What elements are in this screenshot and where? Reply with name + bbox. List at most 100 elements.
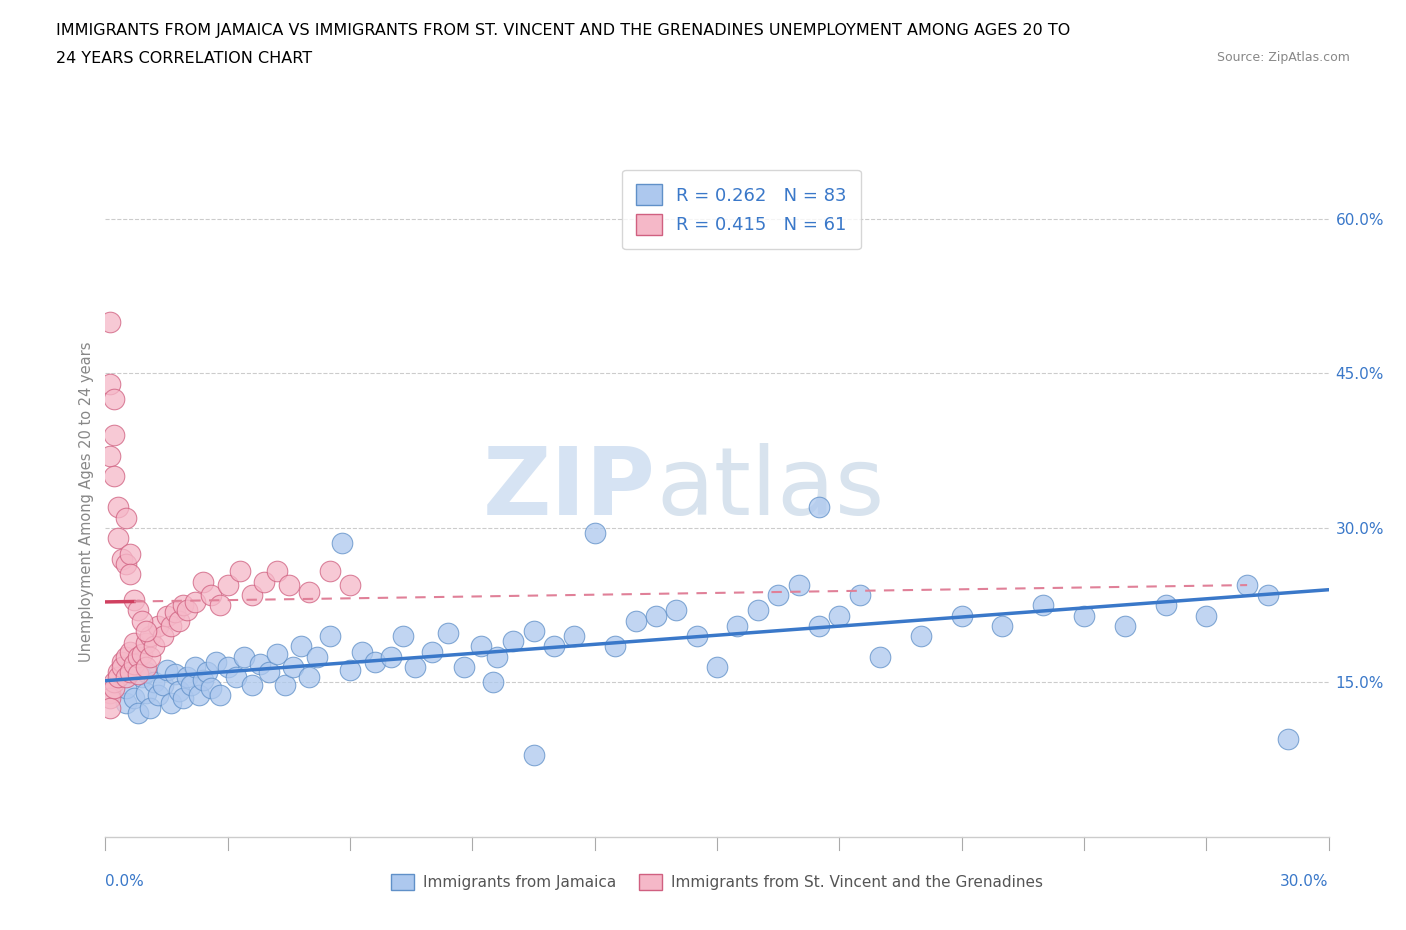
Point [111,551,134,566]
Point [122,592,145,607]
Point [1256,588,1278,603]
Point [204,655,226,670]
Point [159,618,181,633]
Point [330,536,353,551]
Point [1277,732,1299,747]
Text: IMMIGRANTS FROM JAMAICA VS IMMIGRANTS FROM ST. VINCENT AND THE GRENADINES UNEMPL: IMMIGRANTS FROM JAMAICA VS IMMIGRANTS FR… [56,23,1070,38]
Point [111,655,134,670]
Point [156,663,179,678]
Point [747,603,769,618]
Point [249,657,271,671]
Point [98,314,121,329]
Point [217,578,239,592]
Point [807,618,830,633]
Point [257,665,280,680]
Point [180,677,202,692]
Point [240,588,263,603]
Text: 0.0%: 0.0% [105,874,145,889]
Point [163,667,186,682]
Text: 30.0%: 30.0% [1281,874,1329,889]
Text: Source: ZipAtlas.com: Source: ZipAtlas.com [1216,51,1350,64]
Point [352,644,374,659]
Point [339,663,361,678]
Point [453,659,475,674]
Point [193,673,215,688]
Point [103,428,125,443]
Point [1073,608,1095,623]
Point [159,696,181,711]
Point [686,629,709,644]
Point [197,665,219,680]
Point [768,588,790,603]
Point [828,608,851,623]
Point [131,613,153,628]
Point [787,578,810,592]
Point [115,511,138,525]
Point [1114,618,1136,633]
Point [665,603,688,618]
Point [107,665,129,680]
Point [167,684,190,698]
Point [184,659,207,674]
Point [950,608,973,623]
Text: atlas: atlas [655,443,884,535]
Point [98,701,121,716]
Point [176,603,198,618]
Point [991,618,1014,633]
Point [470,639,492,654]
Point [404,659,426,674]
Point [176,670,198,684]
Point [143,639,166,654]
Text: 24 YEARS CORRELATION CHART: 24 YEARS CORRELATION CHART [56,51,312,66]
Point [139,649,162,664]
Point [253,574,276,589]
Point [143,675,166,690]
Point [148,618,170,633]
Point [135,636,157,651]
Point [98,448,121,463]
Point [163,605,186,620]
Point [485,649,508,664]
Point [562,629,586,644]
Point [807,500,830,515]
Point [172,690,194,705]
Point [122,657,145,671]
Point [481,675,505,690]
Y-axis label: Unemployment Among Ages 20 to 24 years: Unemployment Among Ages 20 to 24 years [79,342,94,662]
Point [115,680,138,695]
Point [122,636,145,651]
Point [103,675,125,690]
Point [225,670,247,684]
Text: ZIP: ZIP [484,443,655,535]
Point [910,629,932,644]
Point [583,525,606,540]
Point [380,649,402,664]
Point [437,626,460,641]
Point [188,687,211,702]
Point [172,598,194,613]
Point [152,677,174,692]
Point [167,613,190,628]
Point [127,603,149,618]
Point [115,649,138,664]
Point [115,696,138,711]
Point [307,649,329,664]
Point [298,584,321,599]
Point [420,644,443,659]
Point [131,670,153,684]
Legend: Immigrants from Jamaica, Immigrants from St. Vincent and the Grenadines: Immigrants from Jamaica, Immigrants from… [385,868,1049,897]
Point [148,687,170,702]
Point [135,665,157,680]
Point [392,629,415,644]
Point [111,659,134,674]
Point [727,618,749,633]
Point [118,644,141,659]
Point [139,701,162,716]
Point [339,578,361,592]
Point [523,623,546,638]
Point [118,567,141,582]
Point [131,646,153,661]
Point [107,670,129,684]
Point [107,531,129,546]
Point [127,706,149,721]
